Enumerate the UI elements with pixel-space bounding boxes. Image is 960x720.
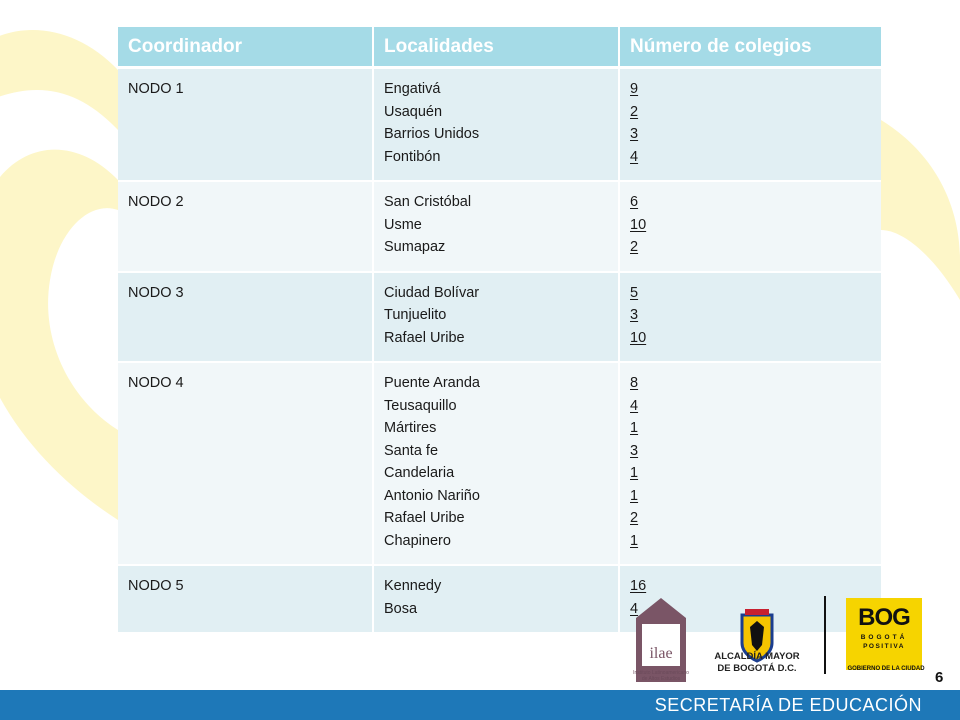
- cell-localidades: Ciudad Bolívar Tunjuelito Rafael Uribe: [373, 271, 620, 363]
- table-header-row: Coordinador Localidades Número de colegi…: [118, 27, 881, 69]
- page-number: 6: [935, 669, 944, 686]
- colegios-count: 3: [630, 442, 639, 459]
- bogota-coat-of-arms-icon: [740, 609, 774, 663]
- cell-coordinador: NODO 5: [118, 565, 374, 634]
- cell-localidades: Puente Aranda Teusaquillo Mártires Santa fe…: [373, 362, 620, 566]
- cell-coordinador: NODO 2: [118, 181, 374, 273]
- bogota-positiva-logo: BOG BOGOTÁ POSITIVA: [846, 598, 922, 670]
- colegios-count: 9: [630, 81, 639, 97]
- localidad-name: Puente Aranda: [384, 375, 480, 391]
- table-row: NODO 2 San Cristóbal Usme Sumapaz 6 10 2: [118, 181, 881, 273]
- colegios-count: 2: [630, 510, 639, 526]
- localidad-name: Barrios Unidos: [384, 126, 480, 142]
- logo-divider: [824, 596, 826, 674]
- localidad-name: Rafael Uribe: [384, 329, 465, 346]
- colegios-count: 4: [630, 397, 639, 414]
- localidad-name: Rafael Uribe: [384, 510, 465, 526]
- localidad-name: San Cristóbal: [384, 194, 472, 210]
- cell-localidades: Kennedy Bosa: [373, 565, 620, 634]
- bog-sub2-text: POSITIVA: [863, 643, 905, 650]
- localidad-name: Chapinero: [384, 532, 451, 549]
- colegios-count: 4: [630, 148, 639, 165]
- ilae-logo: ilae: [636, 598, 686, 682]
- header-coordinador: Coordinador: [118, 27, 374, 69]
- table-row: NODO 5 Kennedy Bosa 16 4: [118, 565, 881, 634]
- colegios-count: 4: [630, 600, 639, 617]
- cell-coordinador: NODO 1: [118, 67, 374, 182]
- bog-sub1-text: BOGOTÁ: [860, 634, 908, 641]
- colegios-count: 1: [630, 465, 639, 481]
- colegios-count: 6: [630, 194, 639, 210]
- ilae-caption: Instituto Latinoamericano de Altos Estud…: [633, 670, 689, 682]
- table-row: NODO 1 Engativá Usaquén Barrios Unidos Fonti…: [118, 67, 881, 182]
- cell-coordinador: NODO 4: [118, 362, 374, 566]
- localidad-name: Engativá: [384, 81, 441, 97]
- alcaldia-line1: ALCALDÍA MAYOR: [714, 651, 800, 662]
- localidad-name: Kennedy: [384, 578, 442, 594]
- colegios-count: 2: [630, 239, 639, 255]
- header-numero-colegios: Número de colegios: [619, 27, 881, 69]
- localidad-name: Usme: [384, 216, 422, 233]
- localidad-name: Mártires: [384, 420, 437, 436]
- cell-numero-colegios: 6 10 2: [619, 181, 881, 273]
- footer-bar: SECRETARÍA DE EDUCACIÓN: [0, 690, 960, 720]
- localidad-name: Fontibón: [384, 148, 441, 165]
- colegios-count: 1: [630, 532, 639, 549]
- colegios-count: 1: [630, 420, 639, 436]
- ilae-logo-text: ilae: [649, 645, 672, 662]
- colegios-count: 5: [630, 284, 639, 301]
- alcaldia-caption: ALCALDÍA MAYOR DE BOGOTÁ D.C.: [710, 651, 804, 675]
- localidad-name: Antonio Nariño: [384, 487, 480, 504]
- header-localidades: Localidades: [373, 27, 620, 69]
- cell-numero-colegios: 9 2 3 4: [619, 67, 881, 182]
- cell-numero-colegios: 5 3 10: [619, 271, 881, 363]
- localidad-name: Teusaquillo: [384, 397, 457, 414]
- localidad-name: Santa fe: [384, 442, 439, 459]
- colegios-count: 10: [630, 329, 647, 346]
- footer-title: SECRETARÍA DE EDUCACIÓN: [654, 695, 922, 715]
- colegios-count: 8: [630, 375, 639, 391]
- localidad-name: Candelaria: [384, 465, 455, 481]
- logos-area: ilae Instituto Latinoamericano de Altos …: [630, 592, 930, 682]
- cell-numero-colegios: 8 4 1 3 1 1 2 1: [619, 362, 881, 566]
- bog-gov-text: GOBIERNO DE LA CIUDAD: [847, 666, 925, 672]
- cell-coordinador: NODO 3: [118, 271, 374, 363]
- cell-localidades: San Cristóbal Usme Sumapaz: [373, 181, 620, 273]
- colegios-count: 1: [630, 487, 639, 504]
- localidad-name: Bosa: [384, 600, 418, 617]
- colegios-count: 2: [630, 103, 639, 120]
- bog-main-text: BOG: [858, 604, 911, 631]
- colegios-count: 16: [630, 578, 647, 594]
- localidad-name: Sumapaz: [384, 239, 446, 255]
- localidad-name: Usaquén: [384, 103, 443, 120]
- colegios-count: 3: [630, 126, 639, 142]
- colegios-count: 10: [630, 216, 647, 233]
- table-row: NODO 3 Ciudad Bolívar Tunjuelito Rafael Uri…: [118, 271, 881, 363]
- table-row: NODO 4 Puente Aranda Teusaquillo Mártires Sa…: [118, 362, 881, 566]
- schools-table: Coordinador Localidades Número de colegi…: [118, 27, 881, 634]
- localidad-name: Tunjuelito: [384, 307, 447, 323]
- localidad-name: Ciudad Bolívar: [384, 284, 480, 301]
- colegios-count: 3: [630, 307, 639, 323]
- cell-localidades: Engativá Usaquén Barrios Unidos Fontibón: [373, 67, 620, 182]
- alcaldia-line2: DE BOGOTÁ D.C.: [717, 663, 797, 674]
